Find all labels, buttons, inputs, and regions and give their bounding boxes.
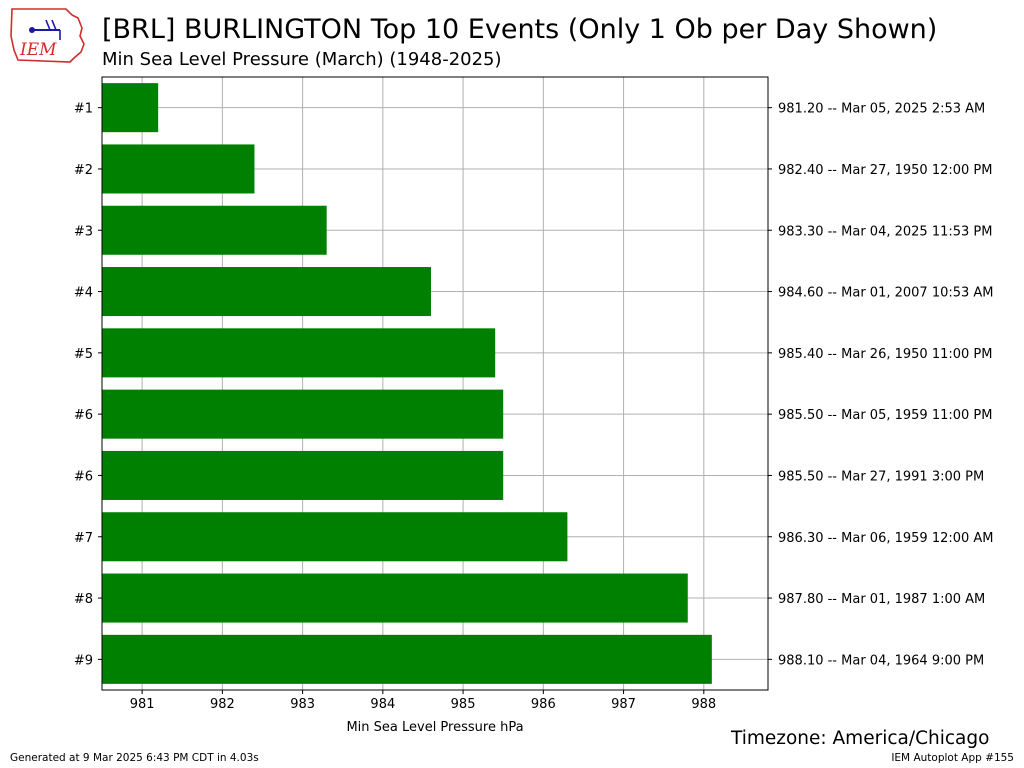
bar-8 (102, 512, 568, 562)
bar-9 (102, 573, 688, 623)
x-tick-label: 981 (130, 697, 155, 712)
right-labels: 981.20 -- Mar 05, 2025 2:53 AM 982.40 -- … (778, 102, 994, 669)
chart-subtitle: Min Sea Level Pressure (March) (1948-202… (102, 49, 502, 70)
bar-10 (102, 634, 712, 684)
x-tick-label: 984 (370, 697, 395, 712)
bar-6 (102, 389, 504, 439)
x-tick-label: 988 (691, 697, 716, 712)
x-tick-label: 982 (210, 697, 235, 712)
rank-label: #7 (74, 531, 93, 546)
event-label: 986.30 -- Mar 06, 1959 12:00 AM (778, 531, 994, 546)
rank-label: #4 (74, 286, 93, 301)
event-label: 987.80 -- Mar 01, 1987 1:00 AM (778, 592, 985, 607)
station-dot-icon (29, 27, 35, 33)
event-label: 985.40 -- Mar 26, 1950 11:00 PM (778, 347, 992, 362)
app-footer: IEM Autoplot App #155 (891, 752, 1014, 764)
bar-3 (102, 205, 327, 255)
bar-7 (102, 450, 504, 500)
event-label: 988.10 -- Mar 04, 1964 9:00 PM (778, 653, 984, 668)
rank-label: #8 (74, 592, 93, 607)
x-tick-label: 987 (611, 697, 636, 712)
event-label: 985.50 -- Mar 27, 1991 3:00 PM (778, 469, 984, 484)
rank-label: #6 (74, 469, 93, 484)
timezone-label: Timezone: America/Chicago (731, 728, 990, 749)
chart-title: [BRL] BURLINGTON Top 10 Events (Only 1 O… (102, 14, 938, 45)
rank-label: #5 (74, 347, 93, 362)
rank-label: #9 (74, 653, 93, 668)
x-tick-label: 986 (531, 697, 556, 712)
rank-label: #1 (74, 102, 93, 117)
x-tick-label: 983 (290, 697, 315, 712)
event-label: 982.40 -- Mar 27, 1950 12:00 PM (778, 163, 992, 178)
bar-2 (102, 144, 255, 194)
iem-logo: IEM (10, 8, 85, 63)
logo-text: IEM (19, 40, 57, 60)
bar-4 (102, 267, 431, 317)
plot-frame (101, 76, 769, 691)
bar-5 (102, 328, 496, 378)
y-axis-ticks: #1 #2 #3 #4 #5 #6 #6 #7 #8 #9 (74, 102, 772, 668)
x-tick-label: 985 (451, 697, 476, 712)
rank-label: #6 (74, 408, 93, 423)
rank-label: #3 (74, 224, 93, 239)
bars (102, 83, 712, 684)
event-label: 985.50 -- Mar 05, 1959 11:00 PM (778, 408, 992, 423)
x-axis-label: Min Sea Level Pressure hPa (346, 720, 523, 735)
event-label: 984.60 -- Mar 01, 2007 10:53 AM (778, 286, 994, 301)
iowa-outline-icon (10, 8, 85, 63)
event-label: 983.30 -- Mar 04, 2025 11:53 PM (778, 224, 992, 239)
generated-footer: Generated at 9 Mar 2025 6:43 PM CDT in 4… (10, 752, 259, 764)
bar-1 (102, 83, 159, 133)
event-label: 981.20 -- Mar 05, 2025 2:53 AM (778, 102, 985, 117)
rank-label: #2 (74, 163, 93, 178)
x-axis-ticks: 981 982 983 984 985 986 987 988 (130, 690, 716, 712)
